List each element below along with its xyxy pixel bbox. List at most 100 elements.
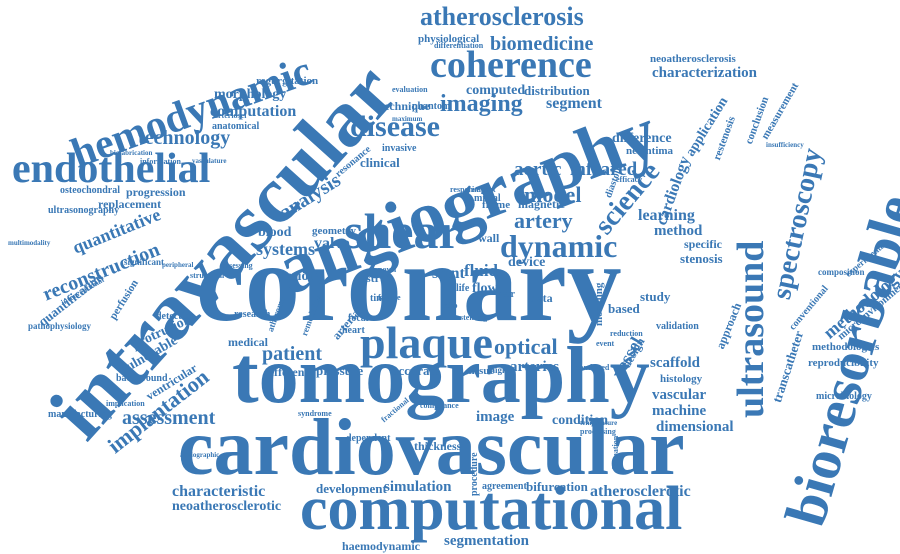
word: bifurcation: [526, 480, 588, 493]
word: based: [608, 302, 640, 315]
word: tissue: [468, 366, 494, 377]
word: systems: [256, 240, 315, 258]
word: device: [508, 256, 545, 270]
word: anatomical: [212, 122, 259, 132]
word: osteochondral: [60, 186, 120, 196]
word: patient: [262, 344, 322, 364]
word: flow: [472, 282, 498, 296]
word: angiographic: [180, 452, 219, 459]
word: methodologies: [812, 342, 879, 353]
word: assessing: [222, 262, 253, 270]
word: progression: [126, 186, 186, 198]
word: aortic: [514, 160, 561, 179]
word: formation: [612, 436, 620, 470]
word: syndrome: [298, 410, 332, 418]
word: structural: [190, 272, 224, 280]
word: arteries: [510, 360, 559, 375]
word: neointima: [626, 146, 673, 157]
word: stent: [432, 266, 465, 282]
word: computed: [466, 84, 525, 98]
word: impact: [472, 186, 496, 194]
word: mitral: [474, 194, 501, 204]
word: significant: [124, 258, 164, 267]
word: life: [456, 284, 469, 294]
word: blood: [258, 226, 291, 240]
word: simulation: [384, 480, 452, 495]
word: maximum: [392, 116, 422, 123]
word: differentiation: [434, 42, 483, 50]
word: evaluation: [392, 86, 428, 94]
word: different: [264, 366, 308, 378]
word: failure: [378, 294, 401, 302]
word: stenosis: [680, 252, 723, 265]
word: multimodality: [8, 240, 50, 247]
word: background: [116, 374, 168, 384]
word: phantom: [412, 102, 450, 112]
word: development: [316, 482, 387, 495]
word: histology: [660, 374, 702, 385]
word: characteristic: [172, 484, 265, 500]
word: temperature: [580, 420, 617, 427]
word: invasive: [382, 144, 416, 154]
word: atherosclerotic: [590, 484, 691, 500]
word: regurgitation: [256, 76, 318, 87]
word: detection: [156, 312, 195, 322]
word: difference: [612, 132, 672, 146]
word: data: [530, 292, 553, 304]
word: microbiology: [816, 392, 872, 402]
word: spectroscopy: [768, 146, 827, 302]
word: year: [496, 290, 515, 300]
word: medical: [228, 336, 268, 348]
word: accurate: [392, 364, 440, 377]
word: procedure: [470, 452, 480, 496]
word: manufacturing: [48, 410, 112, 420]
word: dependent: [346, 434, 390, 444]
word: novel: [378, 266, 396, 274]
word: validation: [656, 322, 699, 332]
word: scaffold: [650, 356, 700, 371]
word: thickness: [414, 440, 461, 452]
word: dimensional: [656, 420, 734, 435]
word: learning: [638, 208, 695, 224]
word: peripheral: [162, 262, 194, 269]
word: insufficiency: [766, 142, 804, 149]
word: arterioscl: [214, 112, 246, 120]
word: echo: [442, 302, 458, 310]
word: segmentation: [444, 534, 529, 549]
word: machine: [652, 404, 706, 419]
word: fluid: [464, 262, 498, 279]
word: plaque: [360, 320, 493, 366]
word: reproducibility: [808, 358, 879, 369]
word: morphology: [214, 88, 286, 102]
word: combined: [576, 364, 609, 372]
word: compliance: [420, 402, 459, 410]
word: wall: [478, 232, 499, 244]
word: neoatherosclerosis: [650, 54, 736, 65]
word: segment: [546, 96, 602, 112]
word: research: [234, 310, 270, 320]
word: specific: [684, 238, 722, 250]
word: pathophysiology: [28, 322, 91, 331]
word: distribution: [524, 84, 590, 97]
word: reduction: [610, 330, 643, 338]
word: magnetic: [518, 198, 565, 210]
word: ultrasound: [732, 241, 770, 418]
word: vascular: [652, 388, 706, 403]
word: ultrasonography: [48, 206, 119, 216]
word: information: [140, 158, 181, 166]
word: shear: [344, 206, 461, 256]
word: biofabrication: [110, 150, 152, 157]
word: biomedicine: [490, 34, 593, 54]
word: pressure: [316, 364, 363, 377]
word: optical: [494, 336, 558, 358]
word: image: [476, 410, 514, 425]
word: haemodynamic: [342, 540, 420, 552]
word: efficacy: [616, 176, 642, 184]
word: vasculature: [192, 158, 226, 165]
word: artery: [514, 210, 573, 232]
word: heart: [342, 326, 365, 336]
word: implication: [106, 400, 145, 408]
word: characterization: [652, 66, 757, 81]
word: event: [596, 340, 614, 348]
